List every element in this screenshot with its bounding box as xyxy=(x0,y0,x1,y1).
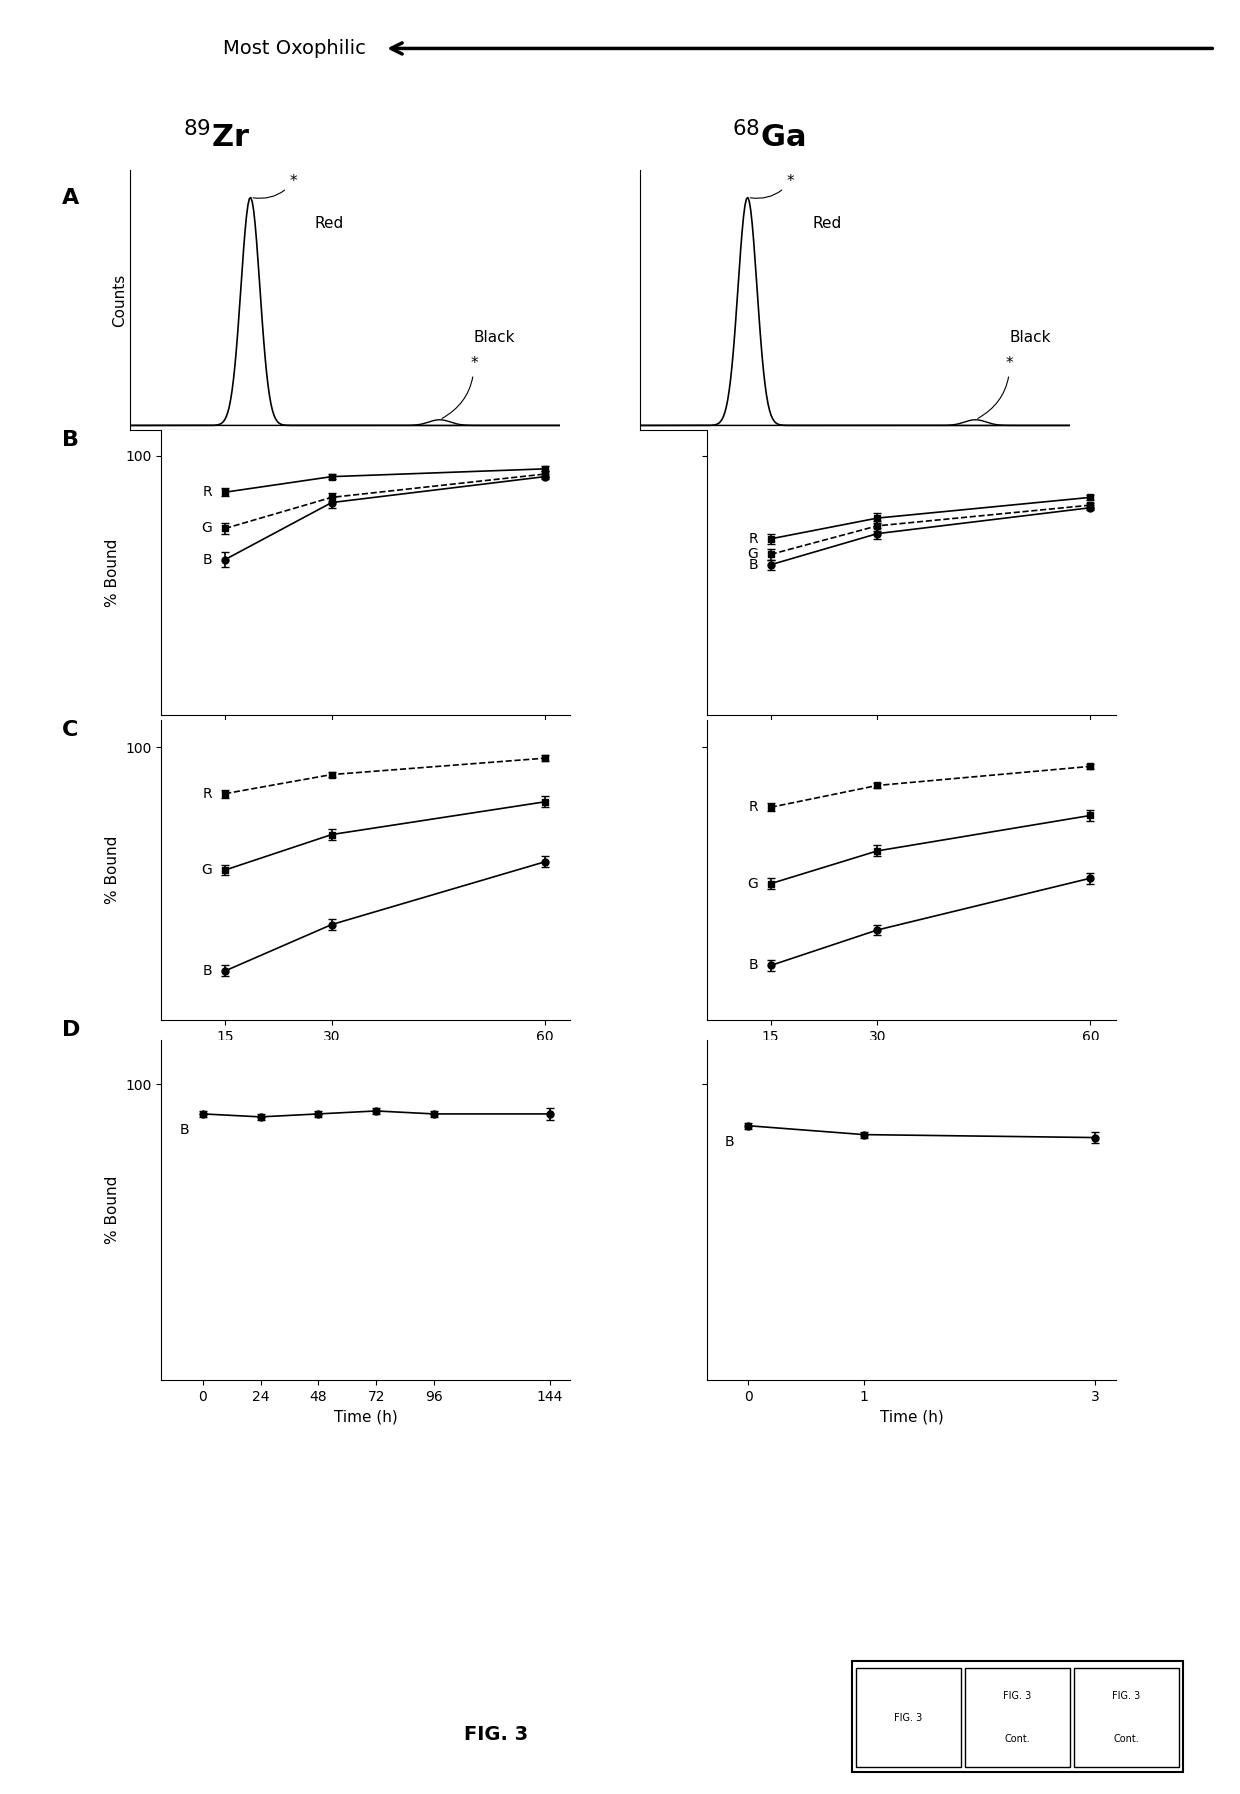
X-axis label: Time (min): Time (min) xyxy=(325,1049,407,1064)
Text: A: A xyxy=(62,188,79,208)
Text: FIG. 3: FIG. 3 xyxy=(894,1713,923,1722)
Text: R: R xyxy=(202,484,212,499)
Text: *: * xyxy=(978,357,1013,418)
Text: B: B xyxy=(202,553,212,567)
Y-axis label: % Bound: % Bound xyxy=(104,1175,119,1245)
Text: Most Oxophilic: Most Oxophilic xyxy=(223,39,366,57)
Text: R: R xyxy=(748,531,758,545)
Text: Cont.: Cont. xyxy=(1114,1735,1140,1744)
Text: FIG. 3: FIG. 3 xyxy=(1112,1692,1141,1701)
Text: G: G xyxy=(748,547,758,562)
Y-axis label: % Bound: % Bound xyxy=(104,538,119,606)
Text: *: * xyxy=(253,174,298,199)
Text: G: G xyxy=(202,522,212,535)
Text: FIG. 3: FIG. 3 xyxy=(464,1724,528,1744)
X-axis label: Time (min): Time (min) xyxy=(870,1049,952,1064)
X-axis label: Time (h): Time (h) xyxy=(879,1410,944,1424)
Y-axis label: Counts: Counts xyxy=(113,273,128,327)
Text: B: B xyxy=(748,958,758,972)
Text: Red: Red xyxy=(812,215,841,231)
Text: B: B xyxy=(202,963,212,978)
Text: B: B xyxy=(748,558,758,572)
Text: FIG. 3: FIG. 3 xyxy=(1003,1692,1032,1701)
Y-axis label: % Bound: % Bound xyxy=(104,836,119,904)
Text: Red: Red xyxy=(315,215,345,231)
Text: B: B xyxy=(62,431,79,450)
Text: $^{68}$$\mathbf{Ga}$: $^{68}$$\mathbf{Ga}$ xyxy=(732,120,806,154)
Text: Black: Black xyxy=(474,330,516,344)
Text: Cont.: Cont. xyxy=(1004,1735,1030,1744)
X-axis label: Time (h): Time (h) xyxy=(334,1410,398,1424)
Text: R: R xyxy=(748,800,758,814)
Text: $^{89}$$\mathbf{Zr}$: $^{89}$$\mathbf{Zr}$ xyxy=(184,120,250,154)
Text: *: * xyxy=(750,174,795,199)
Text: B: B xyxy=(725,1134,734,1148)
Text: Black: Black xyxy=(1009,330,1052,344)
Text: C: C xyxy=(62,719,78,739)
Text: D: D xyxy=(62,1021,81,1041)
Text: *: * xyxy=(441,357,477,418)
Text: R: R xyxy=(202,786,212,800)
X-axis label: Time (min): Time (min) xyxy=(870,745,952,759)
Text: B: B xyxy=(180,1123,188,1137)
Text: G: G xyxy=(748,877,758,890)
Text: G: G xyxy=(202,863,212,877)
X-axis label: Time (min): Time (min) xyxy=(325,745,407,759)
